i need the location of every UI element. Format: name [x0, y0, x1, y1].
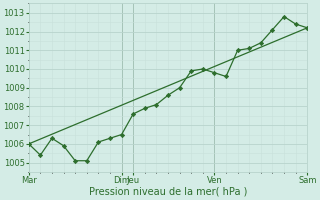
X-axis label: Pression niveau de la mer( hPa ): Pression niveau de la mer( hPa ) — [89, 187, 247, 197]
